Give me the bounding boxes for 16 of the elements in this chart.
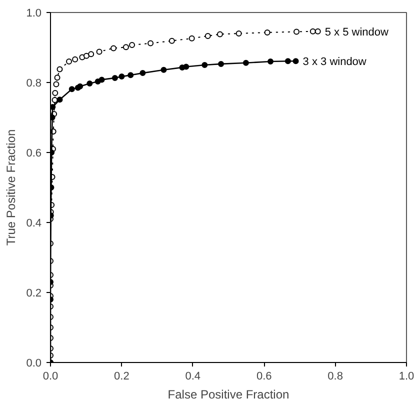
y-tick-label: 0.6 [26, 148, 42, 160]
y-axis-title: True Positive Fraction [4, 129, 18, 246]
x-tick-label: 0.0 [42, 370, 58, 382]
x-axis-title: False Positive Fraction [168, 388, 290, 402]
y-tick-label: 0.0 [26, 358, 42, 370]
y-tick-label: 0.8 [26, 78, 42, 90]
y-tick-label: 1.0 [26, 8, 42, 20]
series-label: 5 x 5 window [324, 26, 388, 38]
series-label: 3 x 3 window [302, 56, 366, 68]
x-tick-label: 0.8 [328, 370, 343, 382]
x-tick-label: 0.2 [114, 370, 130, 382]
x-tick-label: 0.6 [256, 370, 272, 382]
y-tick-label: 0.4 [26, 218, 42, 230]
x-tick-label: 1.0 [398, 370, 414, 382]
y-tick-label: 0.2 [26, 288, 42, 300]
x-tick-label: 0.4 [185, 370, 201, 382]
